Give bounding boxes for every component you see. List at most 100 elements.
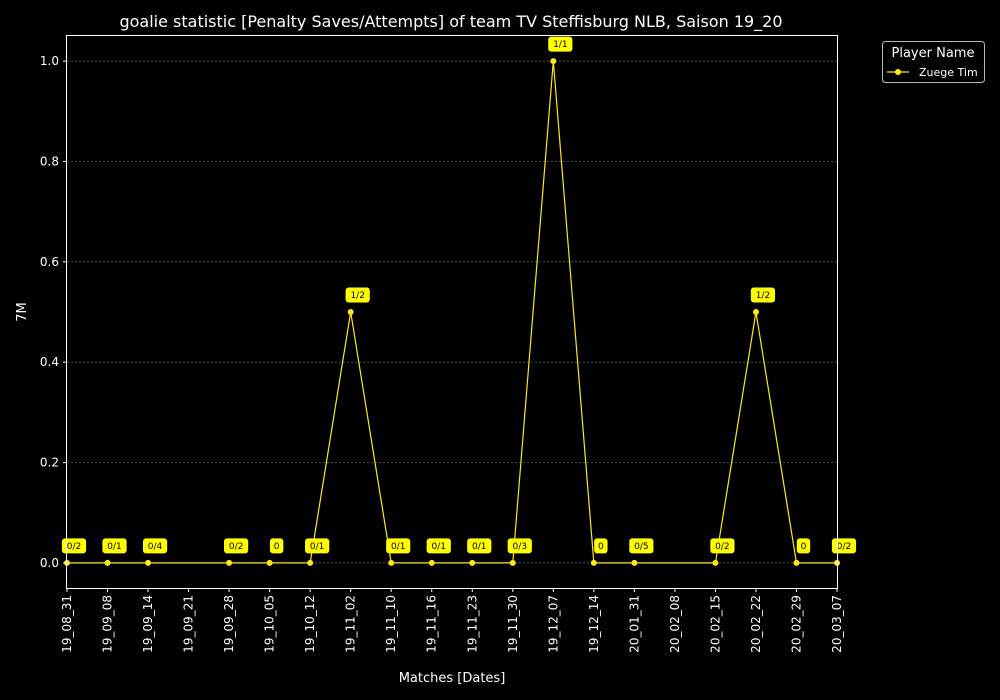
x-tick-label: 19_10_12 — [303, 595, 317, 653]
data-label: 0/1 — [386, 538, 411, 554]
data-point — [590, 559, 597, 566]
data-label: 0 — [269, 538, 284, 554]
data-label-box — [467, 538, 492, 554]
x-tick-label: 19_09_14 — [141, 595, 155, 653]
data-label: 0/2 — [831, 538, 857, 554]
y-tick-label: 0.0 — [40, 556, 59, 570]
y-tick-label: 0.4 — [40, 355, 59, 369]
data-label-text: 1/2 — [350, 291, 364, 301]
data-label-box — [507, 538, 532, 554]
data-label-box — [386, 538, 411, 554]
data-point — [793, 559, 800, 566]
data-label-box — [142, 538, 168, 554]
data-label: 1/1 — [548, 36, 573, 52]
data-label-text: 0/1 — [310, 542, 324, 552]
x-tick-label: 19_08_31 — [60, 595, 74, 653]
data-label: 0/3 — [507, 538, 532, 554]
x-tick-label: 20_01_31 — [627, 595, 641, 653]
x-tick-label: 19_09_21 — [182, 595, 196, 653]
data-label-box — [269, 538, 284, 554]
data-label: 0/5 — [629, 538, 654, 554]
data-label-text: 0/1 — [391, 542, 405, 552]
x-tick-label: 20_03_07 — [830, 595, 844, 653]
data-label-text: 0 — [801, 542, 807, 552]
data-label: 0/2 — [710, 538, 735, 554]
chart-title: goalie statistic [Penalty Saves/Attempts… — [119, 12, 782, 32]
data-label-text: 0/5 — [634, 542, 648, 552]
x-tick-label: 20_02_15 — [708, 595, 722, 653]
y-axis-label: 7M — [15, 302, 30, 322]
data-label-text: 0/1 — [107, 542, 121, 552]
data-point — [631, 559, 638, 566]
data-label-text: 0/1 — [472, 542, 486, 552]
data-point — [752, 309, 759, 315]
data-point — [509, 559, 516, 566]
data-label-box — [305, 538, 330, 554]
data-label-box — [629, 538, 654, 554]
x-axis-label: Matches [Dates] — [399, 671, 506, 686]
data-label-text: 0/2 — [715, 542, 729, 552]
data-label-box — [710, 538, 735, 554]
data-label-text: 0 — [274, 542, 280, 552]
plot-frame — [66, 35, 838, 589]
data-point — [307, 559, 314, 566]
data-label-box — [426, 538, 451, 554]
y-tick-label: 0.6 — [40, 255, 59, 269]
data-point — [226, 559, 233, 566]
data-label: 0/4 — [142, 538, 168, 554]
data-label-layer: 0/2 0/1 0/4 0/2 0 0/1 1/2 0/1 0/1 0/1 0/3 1/1 0 0/5 0/… — [61, 36, 857, 554]
x-tick-label: 19_11_23 — [465, 595, 479, 653]
data-label-text: 0/1 — [431, 542, 445, 552]
data-point — [428, 559, 435, 566]
data-label: 0/1 — [467, 538, 492, 554]
x-tick-layer: 19_08_31 19_09_08 19_09_14 19_09_21 19_09_28… — [60, 588, 844, 653]
data-label-text: 0/2 — [229, 542, 243, 552]
x-tick-label: 20_02_22 — [749, 595, 763, 653]
data-point — [266, 559, 273, 566]
x-tick-label: 19_12_07 — [546, 595, 560, 653]
data-label: 1/2 — [345, 287, 370, 303]
data-label-text: 0/2 — [67, 542, 81, 552]
legend: Player Name Zuege Tim — [882, 41, 985, 83]
data-label-box — [548, 36, 573, 52]
data-label-text: 1/1 — [553, 40, 567, 50]
x-tick-label: 19_09_28 — [222, 595, 236, 653]
data-label: 0/1 — [426, 538, 451, 554]
data-label-box — [796, 538, 811, 554]
data-label-text: 0 — [598, 542, 604, 552]
x-tick-label: 19_11_10 — [384, 595, 398, 653]
data-label-box — [594, 538, 608, 554]
x-tick-label: 19_09_08 — [101, 595, 115, 653]
x-tick-label: 20_02_29 — [789, 595, 803, 653]
data-label-box — [345, 287, 370, 303]
x-tick-label: 19_10_05 — [263, 595, 277, 653]
data-point — [145, 559, 152, 566]
series-layer — [64, 58, 840, 566]
data-label-box — [102, 538, 127, 554]
data-point — [469, 559, 476, 566]
data-point — [388, 559, 395, 566]
x-tick-label: 19_11_16 — [425, 595, 439, 653]
legend-title: Player Name — [892, 46, 975, 61]
x-tick-label: 19_11_30 — [506, 595, 520, 653]
x-tick-label: 19_11_02 — [344, 595, 358, 653]
series-line — [67, 61, 837, 564]
x-tick-label: 19_12_14 — [587, 595, 601, 653]
data-point — [712, 559, 719, 566]
data-label: 0/2 — [224, 538, 249, 554]
data-label: 0/1 — [305, 538, 330, 554]
y-tick-label: 0.2 — [40, 456, 59, 470]
data-label-text: 0/3 — [513, 542, 527, 552]
legend-series-name: Zuege Tim — [919, 66, 978, 79]
data-label-text: 0/2 — [837, 542, 851, 552]
data-label-text: 0/4 — [148, 542, 163, 552]
legend-series-marker — [895, 69, 901, 75]
data-label-box — [61, 538, 87, 554]
data-label: 0 — [594, 538, 608, 554]
y-tick-layer: 0.0 0.2 0.4 0.6 0.8 1.0 — [40, 54, 67, 570]
data-label: 1/2 — [750, 287, 776, 303]
data-label-text: 1/2 — [756, 291, 770, 301]
